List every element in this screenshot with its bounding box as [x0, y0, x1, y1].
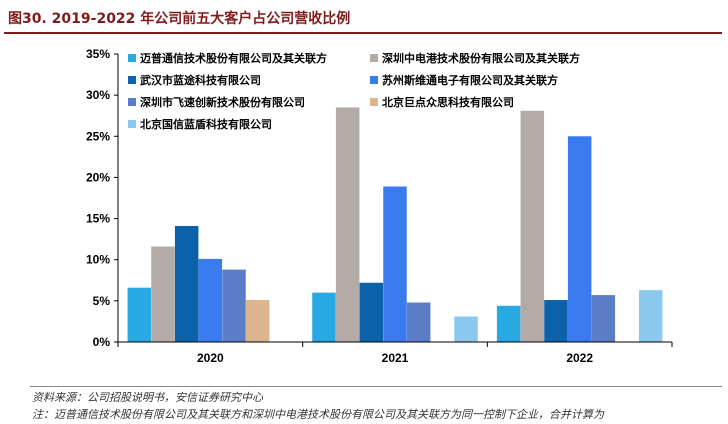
bar [245, 300, 270, 342]
bar [312, 292, 336, 342]
legend-swatch [370, 98, 378, 106]
legend-swatch [128, 98, 136, 106]
legend-label: 深圳市飞速创新技术股份有限公司 [140, 95, 305, 109]
bar [151, 246, 175, 342]
legend-label: 武汉市蓝途科技有限公司 [140, 73, 261, 87]
legend-swatch [370, 76, 378, 84]
title-bar: 图30. 2019-2022 年公司前五大客户占公司营收比例 [4, 6, 722, 34]
source-text: 资料来源：公司招股说明书，安信证券研究中心 [32, 391, 263, 404]
chart-title: 图30. 2019-2022 年公司前五大客户占公司营收比例 [8, 11, 351, 27]
x-tick-label: 2021 [382, 351, 409, 365]
y-tick-label: 5% [93, 294, 111, 308]
bar [127, 287, 152, 342]
y-tick-label: 25% [86, 129, 110, 143]
note-text: 注：迈普通信技术股份有限公司及其关联方和深圳中电港技术股份有限公司及其关联方为同… [32, 408, 604, 421]
bar [198, 258, 223, 342]
legend-swatch [128, 120, 136, 128]
y-tick-label: 10% [86, 253, 110, 267]
legend-label: 北京巨点众思科技有限公司 [382, 95, 514, 109]
divider [30, 386, 722, 387]
legend-label: 北京国信蓝盾科技有限公司 [140, 117, 272, 131]
y-tick-label: 30% [86, 88, 110, 102]
x-axis: 2020 2021 2022 [117, 341, 673, 365]
legend-label: 深圳中电港技术股份有限公司及其关联方 [382, 51, 580, 65]
y-tick-label: 15% [86, 212, 110, 226]
bar [222, 269, 246, 342]
legend-swatch [128, 76, 136, 84]
bar [591, 295, 616, 342]
bar [520, 110, 545, 342]
bar [335, 107, 360, 342]
bar [544, 300, 568, 342]
bar [496, 305, 521, 342]
x-tick-label: 2020 [197, 351, 224, 365]
bar [383, 186, 407, 342]
x-tick-label: 2022 [566, 351, 593, 365]
bars [127, 107, 663, 342]
legend-label: 迈普通信技术股份有限公司及其关联方 [140, 51, 327, 65]
legend: 迈普通信技术股份有限公司及其关联方 深圳中电港技术股份有限公司及其关联方武汉市蓝途… [128, 51, 580, 131]
y-tick-label: 35% [86, 47, 110, 61]
y-axis: 0% 5% 10% 15% 20% 25% 30% 35% [86, 47, 119, 349]
y-tick-label: 0% [93, 335, 111, 349]
bar [406, 302, 431, 342]
bar [359, 282, 384, 342]
bar [567, 136, 592, 342]
y-tick-label: 20% [86, 170, 110, 184]
bar [174, 225, 199, 342]
legend-label: 苏州斯维通电子有限公司及其关联方 [382, 73, 558, 87]
bar [454, 316, 478, 342]
legend-swatch [370, 54, 378, 62]
bar [638, 290, 663, 342]
legend-swatch [128, 54, 136, 62]
